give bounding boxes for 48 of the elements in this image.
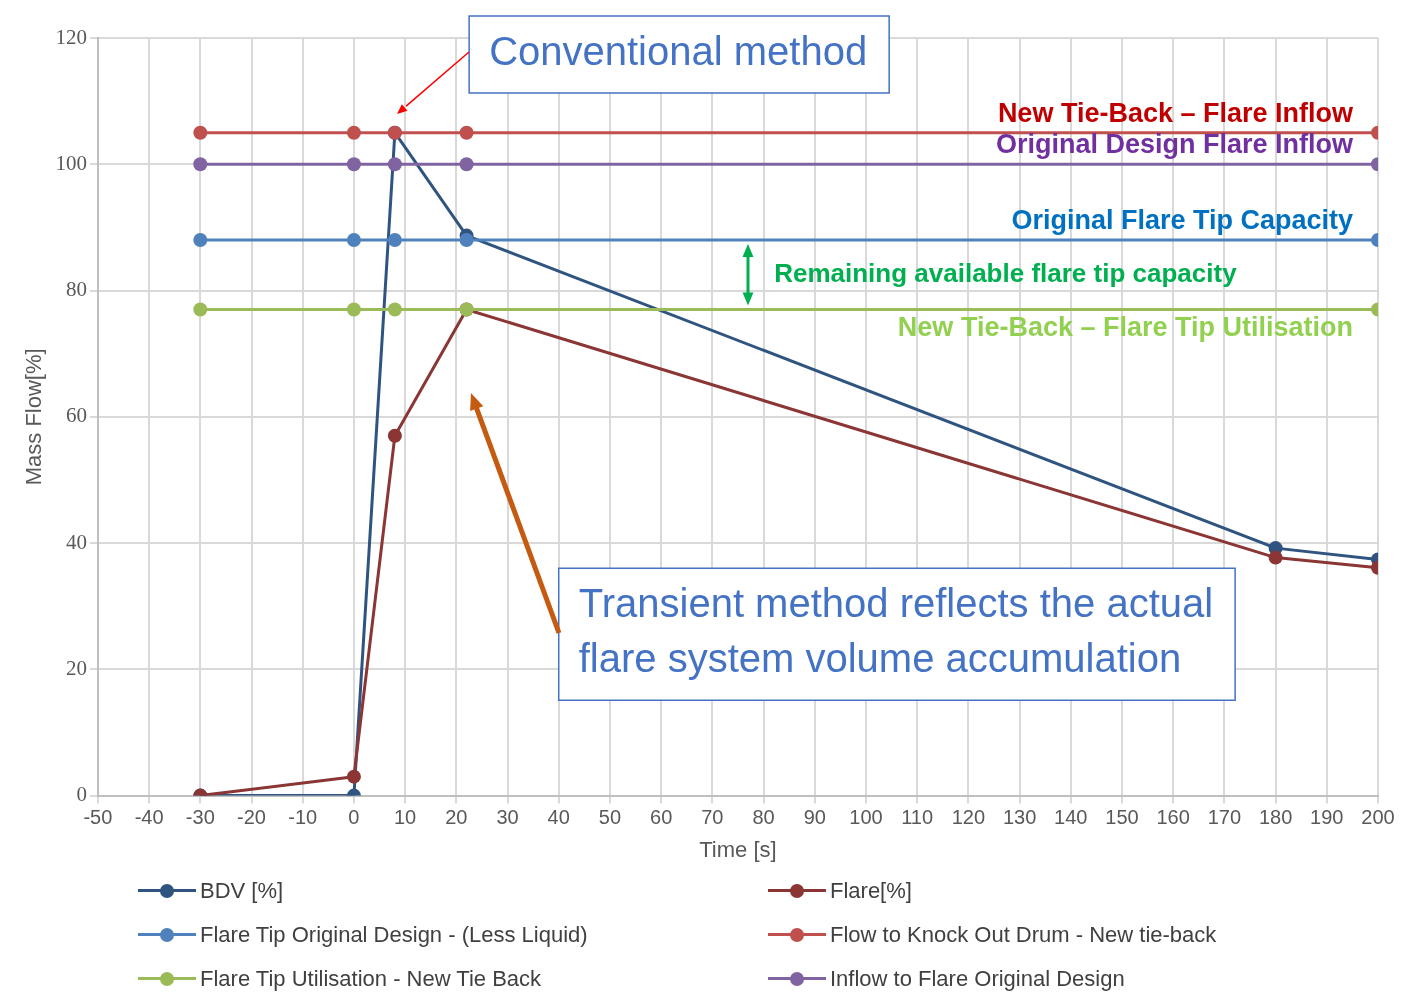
y-tick-label: 40 [65,529,87,554]
x-tick-label: 70 [701,806,724,829]
x-tick-label: 120 [951,806,986,829]
x-axis-title: Time [s] [699,836,777,862]
x-tick-label: 130 [1002,806,1037,829]
x-tick-label: 200 [1361,806,1395,829]
y-tick-label: 120 [55,24,87,49]
legend-label: Flare Tip Original Design - (Less Liquid) [200,922,588,948]
x-tick-label: 80 [752,806,775,829]
annotation: Original Design Flare Inflow [995,129,1354,160]
x-tick-label: 100 [849,806,883,829]
y-tick-label: 80 [65,277,87,302]
x-tick-label: 150 [1105,806,1139,829]
x-tick-label: 170 [1207,806,1242,829]
x-tick-label: 20 [445,806,468,829]
x-tick-label: -10 [288,806,318,829]
x-tick-label: 140 [1054,806,1088,829]
annotation: New Tie-Back – Flare Inflow [997,97,1354,128]
annotation: Remaining available flare tip capacity [774,257,1238,288]
x-tick-label: 10 [394,806,417,829]
legend-label: Inflow to Flare Original Design [830,966,1125,992]
x-tick-label: 30 [496,806,519,829]
annotation: New Tie-Back – Flare Tip Utilisation [897,312,1353,343]
x-tick-label: 40 [547,806,570,829]
legend-label: Flare[%] [830,878,912,904]
x-tick-label: -40 [134,806,164,829]
y-axis-title: Mass Flow[%] [21,348,47,486]
y-tick-label: 20 [65,655,87,680]
x-tick-label: 60 [650,806,673,829]
y-tick-label: 100 [55,150,87,175]
x-tick-label: -20 [237,806,266,829]
legend-label: Flare Tip Utilisation - New Tie Back [200,966,542,992]
y-tick-label: 60 [65,403,87,428]
x-tick-label: 90 [803,806,826,829]
x-tick-label: 190 [1310,806,1344,829]
x-tick-label: 0 [348,806,360,829]
annotation: Transient method reflects the actual flare system volume accumulation [578,581,1214,681]
x-tick-label: 50 [598,806,622,829]
annotation: Conventional method [489,28,868,73]
x-tick-label: -50 [83,806,113,829]
x-tick-label: 180 [1258,806,1293,829]
y-tick-label: 0 [76,782,87,807]
x-tick-label: 110 [901,806,934,829]
legend-label: BDV [%] [200,878,284,904]
legend-label: Flow to Knock Out Drum - New tie-back [830,922,1217,948]
x-tick-label: 160 [1156,806,1190,829]
x-tick-label: -30 [185,806,215,829]
annotation: Original Flare Tip Capacity [1011,204,1353,235]
